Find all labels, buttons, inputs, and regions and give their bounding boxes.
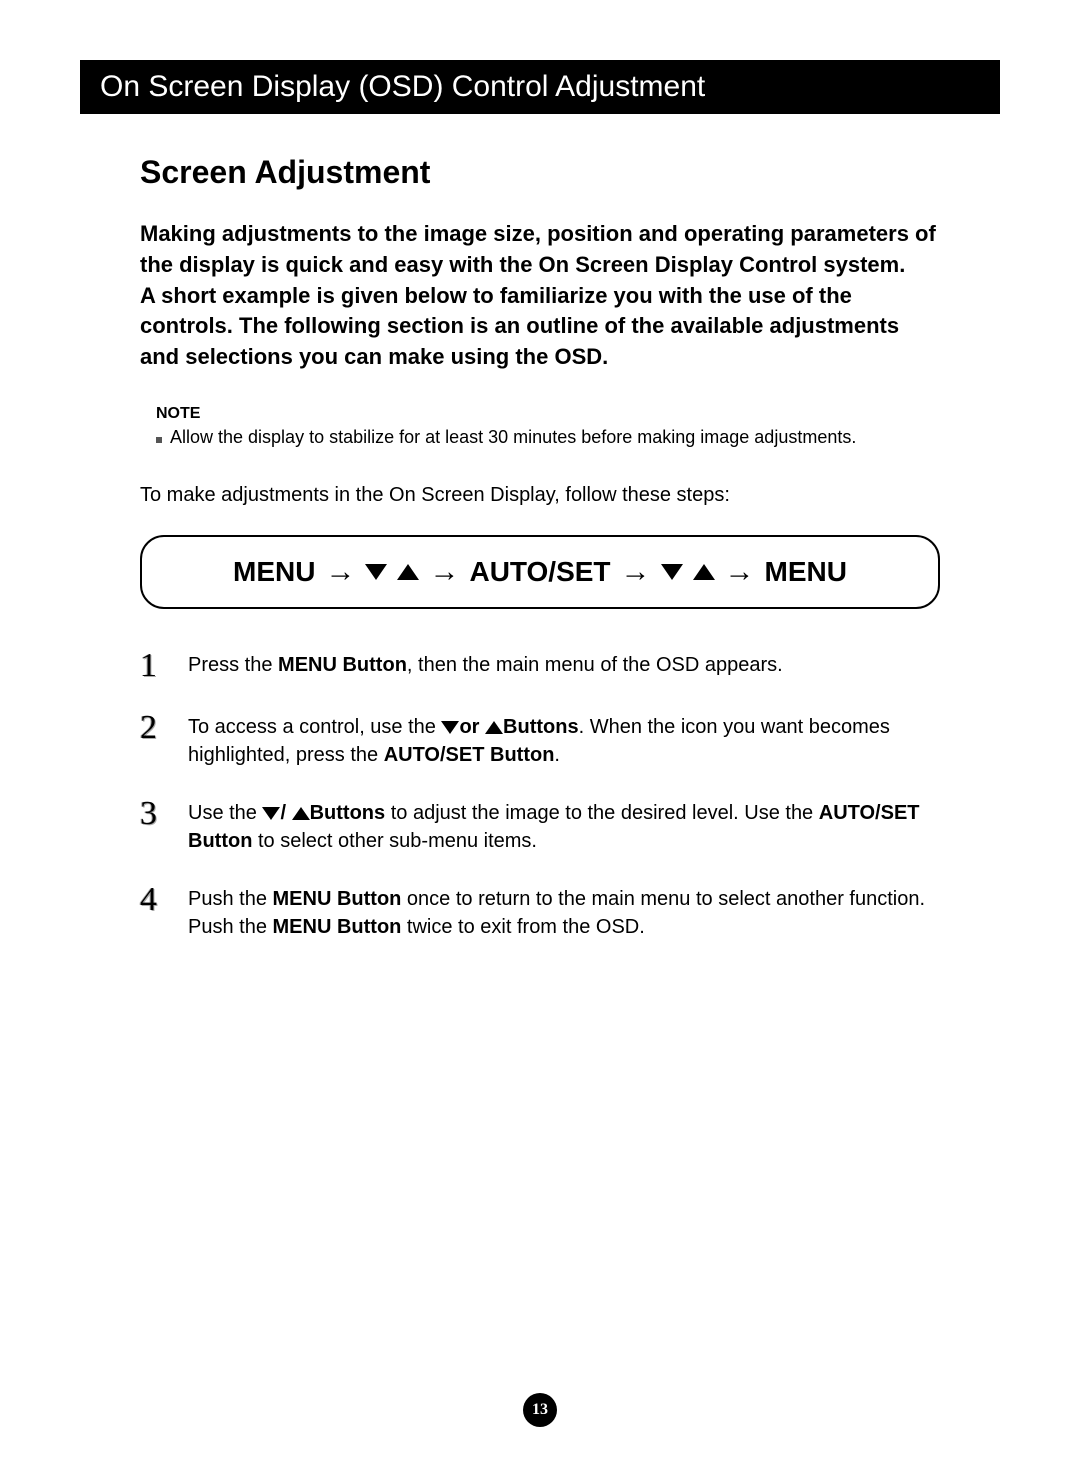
step-text: To access a control, use the or Buttons.… [188,711,940,769]
arrow-right-icon: → [325,555,355,589]
step-3: 3 Use the / Buttons to adjust the image … [140,797,940,855]
step-1: 1 Press the MENU Button, then the main m… [140,649,940,683]
bold-text: AUTO/SET Button [384,744,555,766]
note-text: Allow the display to stabilize for at le… [170,427,856,448]
bold-text: / [280,802,291,824]
intro-block: Making adjustments to the image size, po… [140,219,940,373]
note-item: Allow the display to stabilize for at le… [156,427,924,448]
lead-in: To make adjustments in the On Screen Dis… [140,484,940,507]
text: To access a control, use the [188,716,441,738]
flow-box: MENU → → AUTO/SET → → MENU [140,535,940,609]
triangle-down-icon [441,721,459,734]
triangle-up-icon [397,564,419,580]
arrow-right-icon: → [621,555,651,589]
triangle-down-icon [262,807,280,820]
triangle-down-icon [661,564,683,580]
bold-text: Buttons [310,802,386,824]
step-number: 2 [140,711,170,745]
text: to adjust the image to the desired level… [385,802,819,824]
text: Press the [188,654,278,676]
header-title: On Screen Display (OSD) Control Adjustme… [100,70,705,103]
page-number: 13 [523,1393,557,1427]
text: twice to exit from the OSD. [401,916,644,938]
text: Use the [188,802,262,824]
step-number: 1 [140,649,170,683]
intro-p1: Making adjustments to the image size, po… [140,219,940,281]
step-text: Use the / Buttons to adjust the image to… [188,797,940,855]
step-text: Press the MENU Button, then the main men… [188,649,783,679]
step-2: 2 To access a control, use the or Button… [140,711,940,769]
intro-p2: A short example is given below to famili… [140,281,940,373]
manual-page: On Screen Display (OSD) Control Adjustme… [0,0,1080,1477]
triangle-up-icon [693,564,715,580]
text: to select other sub-menu items. [252,830,537,852]
flow-autoset: AUTO/SET [469,556,610,588]
triangle-up-icon [485,721,503,734]
bullet-icon [156,437,162,443]
triangle-up-icon [292,807,310,820]
arrow-right-icon: → [725,555,755,589]
text: , then the main menu of the OSD appears. [407,654,783,676]
note-label: NOTE [156,405,924,423]
step-text: Push the MENU Button once to return to t… [188,883,940,941]
content: Screen Adjustment Making adjustments to … [80,154,1000,941]
text: . [554,744,560,766]
triangle-down-icon [365,564,387,580]
steps: 1 Press the MENU Button, then the main m… [140,649,940,941]
step-number: 3 [140,797,170,831]
bold-text: MENU Button [273,888,402,910]
step-number: 4 [140,883,170,917]
arrow-right-icon: → [429,555,459,589]
flow-menu2: MENU [765,556,847,588]
step-4: 4 Push the MENU Button once to return to… [140,883,940,941]
section-title: Screen Adjustment [140,154,940,191]
bold-text: MENU Button [273,916,402,938]
note-box: NOTE Allow the display to stabilize for … [140,397,940,456]
flow-menu1: MENU [233,556,315,588]
bold-text: or [459,716,485,738]
bold-text: Buttons [503,716,579,738]
text: Push the [188,888,273,910]
bold-text: MENU Button [278,654,407,676]
header-bar: On Screen Display (OSD) Control Adjustme… [80,60,1000,114]
